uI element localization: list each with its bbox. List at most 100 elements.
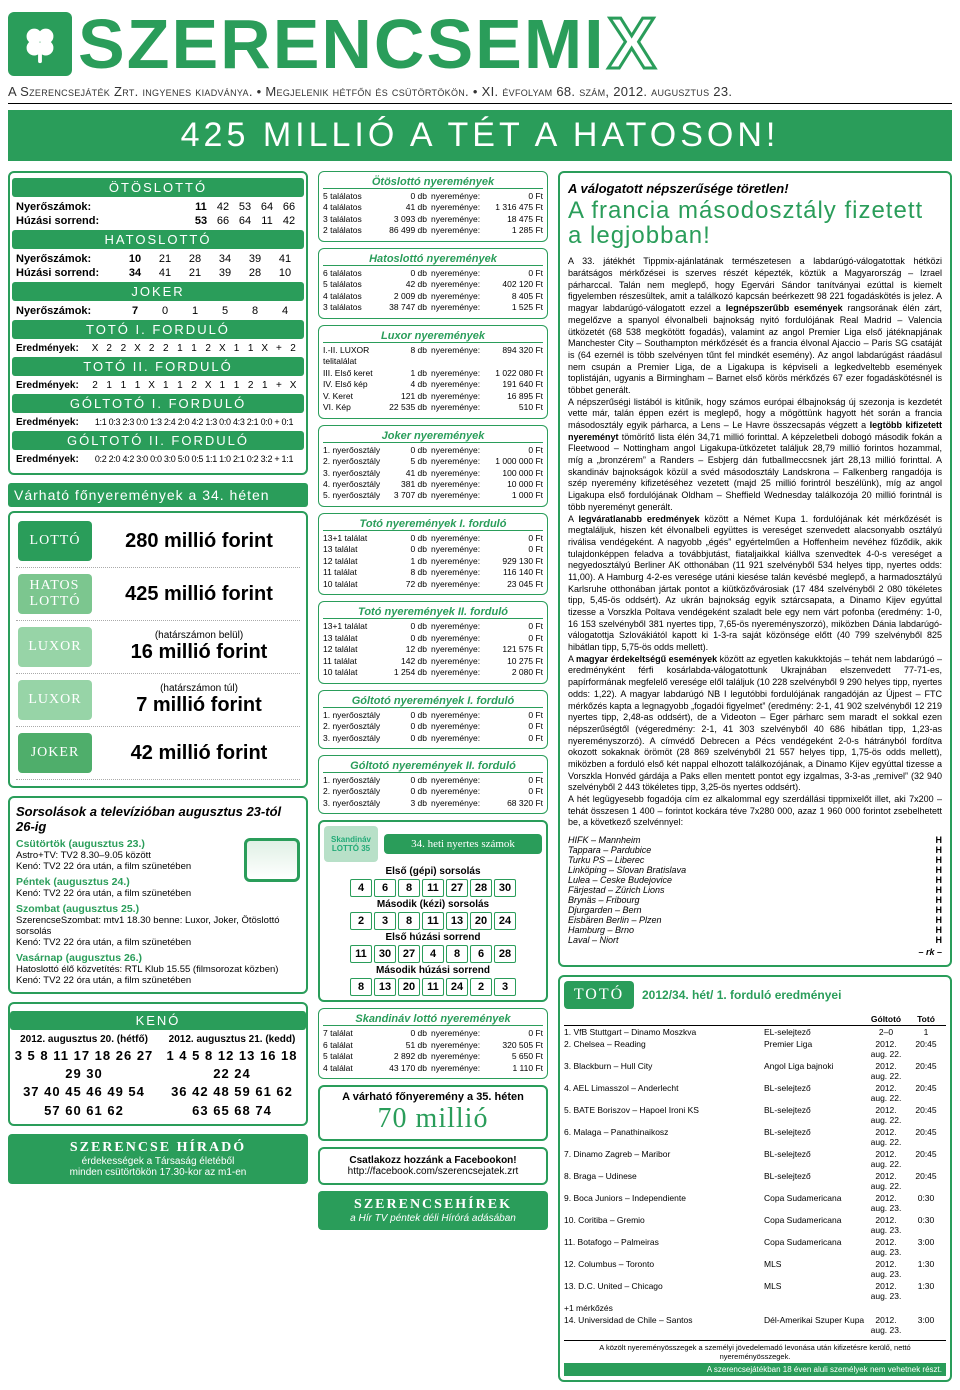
th <box>564 1014 764 1024</box>
prize-section: Góltotó nyeremények I. forduló1. nyerőos… <box>318 690 548 749</box>
prize-row: 13 találat0 dbnyereménye:0 Ft <box>323 633 543 644</box>
prize-section: Góltotó nyeremények II. forduló1. nyerőo… <box>318 755 548 814</box>
logo-x: X <box>606 8 660 80</box>
toto-row: 14. Universidad de Chile – SantosDél-Ame… <box>564 1314 946 1336</box>
skand-num: 30 <box>494 879 516 897</box>
skand-box: Skandináv LOTTÓ 35 34. heti nyertes szám… <box>318 820 548 1002</box>
toto-row: 1. VfB Stuttgart – Dinamo MoszkvaEL-sele… <box>564 1026 946 1038</box>
jackpot-row: HATOS LOTTÓ 425 millió forint <box>16 568 300 621</box>
num: 8 <box>240 305 270 317</box>
jackpot-row: LOTTÓ 280 millió forint <box>16 515 300 568</box>
prize-row: 13+1 találat0 dbnyereménye:0 Ft <box>323 533 543 544</box>
skand-prize-rows: 7 találat0 dbnyereménye:0 Ft6 találat51 … <box>323 1028 543 1074</box>
prize-tables: Ötöslottó nyeremények 5 találatos0 dbnyer… <box>318 171 548 814</box>
skand-num: 11 <box>422 912 444 930</box>
num: 64 <box>256 201 278 213</box>
gol1-title: GÓLTOTÓ I. FORDULÓ <box>12 394 304 413</box>
lbl: Eredmények: <box>16 343 88 354</box>
tv-icon <box>244 838 300 882</box>
num: 28 <box>240 267 270 279</box>
clover-logo <box>8 12 72 76</box>
jackpot-logo: LUXOR <box>18 627 92 667</box>
th: Totó <box>906 1014 946 1024</box>
toto-footnote2: A szerencsejátékban 18 éven aluli személ… <box>564 1363 946 1376</box>
toto-sublabel: 2012/34. hét/ 1. forduló eredményei <box>642 988 841 1002</box>
gol1-vals: 1:1 0:3 2:3 0:0 1:3 2:4 2:0 4:2 1:3 0:0 … <box>88 417 300 428</box>
skand-num: 24 <box>446 978 468 996</box>
skand-num: 8 <box>398 912 420 930</box>
tv-line: Kenó: TV2 22 óra után, a film szünetében <box>16 937 300 948</box>
num: 28 <box>180 253 210 265</box>
prize-section: Luxor nyereményekI.-II. LUXOR telitalála… <box>318 325 548 419</box>
keno-nums: 3 5 8 11 17 18 26 27 29 30 37 40 45 46 4… <box>14 1047 154 1120</box>
prize-row: 12 találat12 dbnyereménye:121 575 Ft <box>323 644 543 655</box>
skand-num: 2 <box>470 978 492 996</box>
prize-row: 10 találat1 254 dbnyereménye:2 080 Ft <box>323 667 543 678</box>
otos-order: 5366641142 <box>190 215 300 227</box>
lbl: Eredmények: <box>16 380 88 391</box>
match-row: Hamburg – BrnoH <box>568 925 942 935</box>
skand-num: 13 <box>446 912 468 930</box>
skand-num: 8 <box>398 879 420 897</box>
prize-row: 5 találatos0 dbnyereménye:0 Ft <box>323 191 543 202</box>
toto-row: 9. Boca Juniors – IndependienteCopa Suda… <box>564 1192 946 1214</box>
num: 10 <box>270 267 300 279</box>
jackpot-row: LUXOR (határszámon belül)16 millió forin… <box>16 621 300 674</box>
num: 66 <box>278 201 300 213</box>
skand-n1: 46811272830 <box>324 879 542 897</box>
prize-row: 11 találat142 dbnyereménye:10 275 Ft <box>323 656 543 667</box>
num: 42 <box>212 201 234 213</box>
prize-row: 13 találat0 dbnyereménye:0 Ft <box>323 544 543 555</box>
article-signature: – rk – <box>568 947 942 957</box>
skand-prizes: Skandináv lottó nyeremények 7 találat0 d… <box>318 1008 548 1079</box>
val: 2 <box>159 343 173 354</box>
otos-title: ÖTÖSLOTTÓ <box>12 178 304 197</box>
tv-schedule-box: Sorsolások a televízióban augusztus 23-t… <box>8 796 308 994</box>
prize-row: 2 találatos86 499 dbnyereménye:1 285 Ft <box>323 225 543 236</box>
prize-section: Totó nyeremények I. forduló13+1 találat0… <box>318 513 548 595</box>
num: 11 <box>256 215 278 227</box>
keno-col: 2012. augusztus 20. (hétfő)3 5 8 11 17 1… <box>14 1034 154 1120</box>
fb-title: Csatlakozz hozzánk a Facebookon! <box>349 1155 516 1166</box>
prize-row: 3. nyerőosztály41 dbnyereménye:100 000 F… <box>323 468 543 479</box>
hirado-sub: érdekességek a Társaság életéből minden … <box>70 1156 247 1178</box>
prize-row: 1. nyerőosztály0 dbnyereménye:0 Ft <box>323 445 543 456</box>
num: 1 <box>180 305 210 317</box>
prize-row: 3 találatos3 093 dbnyereménye:18 475 Ft <box>323 214 543 225</box>
toto-row: 10. Coritiba – GremioCopa Sudamericana20… <box>564 1214 946 1236</box>
keno-box: KENÓ 2012. augusztus 20. (hétfő)3 5 8 11… <box>8 1002 308 1126</box>
hirado-title: SZERENCSE HÍRADÓ <box>12 1140 304 1156</box>
toto2-title: TOTÓ II. FORDULÓ <box>12 357 304 376</box>
lbl: Eredmények: <box>16 454 88 465</box>
prize-row: 4 találatos2 009 dbnyereménye:8 405 Ft <box>323 291 543 302</box>
toto-row: 13. D.C. United – ChicagoMLS2012. aug. 2… <box>564 1280 946 1302</box>
toto-logo: TOTÓ <box>564 981 634 1009</box>
prize-row: 5. nyerőosztály3 707 dbnyereménye:1 000 … <box>323 490 543 501</box>
num: 39 <box>240 253 270 265</box>
toto1-title: TOTÓ I. FORDULÓ <box>12 320 304 339</box>
num: 41 <box>270 253 300 265</box>
val: 2 <box>102 343 116 354</box>
num: 64 <box>234 215 256 227</box>
fb-url[interactable]: http://facebook.com/szerencsejatek.zrt <box>348 1166 519 1177</box>
prize-row: 2. nyerőosztály5 dbnyereménye:1 000 000 … <box>323 456 543 467</box>
skand-num: 6 <box>374 879 396 897</box>
val: X <box>130 343 144 354</box>
expect-title: A várható főnyeremény a 35. héten <box>324 1091 542 1103</box>
prize-head: Hatoslottó nyeremények <box>323 253 543 266</box>
keno-nums: 1 4 5 8 12 13 16 18 22 24 36 42 48 59 61… <box>162 1047 302 1120</box>
val: 2 <box>88 380 102 391</box>
toto1-vals: X22X22112X11X+2 <box>88 343 300 354</box>
expected-jackpot: A várható főnyeremény a 35. héten 70 mil… <box>318 1085 548 1141</box>
expect-value: 70 millió <box>324 1103 542 1135</box>
prize-row: III. Első keret1 dbnyereménye:1 022 080 … <box>323 368 543 379</box>
val: 1 <box>130 380 144 391</box>
prize-section: Totó nyeremények II. forduló13+1 találat… <box>318 601 548 683</box>
skand-num: 3 <box>494 978 516 996</box>
column-middle: Ötöslottó nyeremények 5 találatos0 dbnyer… <box>318 171 548 1382</box>
lbl: Húzási sorrend: <box>16 215 99 227</box>
prize-head: Ötöslottó nyeremények <box>323 176 543 189</box>
hirek-sub: a Hír TV péntek déli Hírórá adásában <box>350 1213 516 1224</box>
keno-title: KENÓ <box>10 1011 306 1030</box>
match-row: Färjestad – Zürich LionsH <box>568 885 942 895</box>
